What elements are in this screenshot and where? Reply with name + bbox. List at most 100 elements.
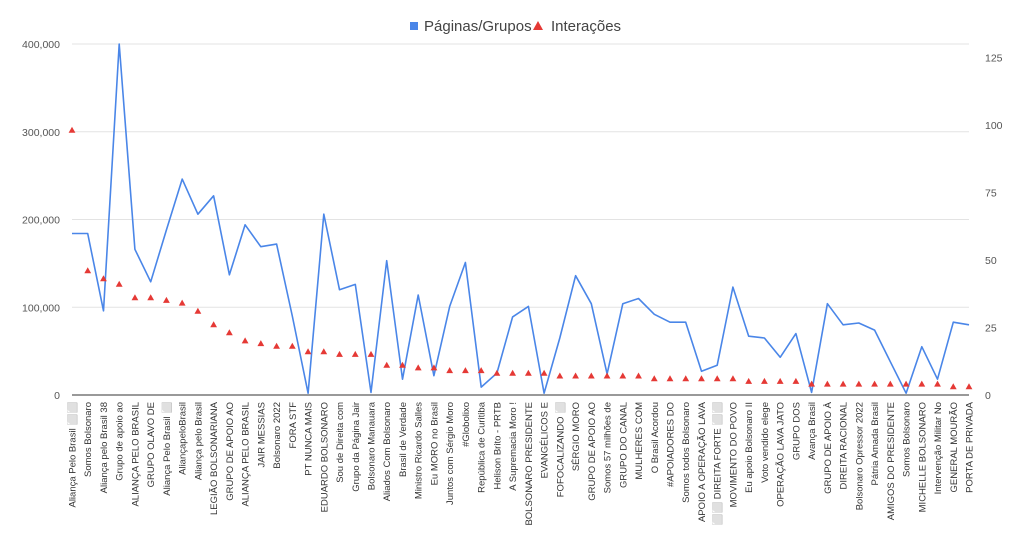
interactions-marker [351,350,359,357]
x-category-label: GRUPO DE APOIO AO [587,402,598,501]
interactions-marker [871,380,878,387]
interactions-marker [68,126,76,133]
pages-groups-line [72,43,970,395]
left-tick-label: 200,000 [22,215,60,227]
interactions-marker [823,380,831,387]
x-category-label: LEGIÃO BOLSONARIANA [209,401,220,515]
interactions-marker [619,372,627,379]
x-category-label: Helison Brito - PRTB [492,402,503,489]
interactions-marker [131,294,139,301]
x-category-label: Eu apoio Bolsonaro II [744,402,755,493]
x-category-label: Aliança Pelo Brasil ⬜ [161,402,173,496]
right-tick-label: 0 [985,390,991,402]
x-category-label: ⬜⬜ DIREITA FORTE ⬜⬜ [712,402,724,526]
right-tick-label: 75 [985,188,997,200]
interactions-marker [729,375,737,382]
x-category-label: Somos todos Bolsonaro [681,402,692,503]
interactions-marker [383,361,391,368]
x-category-label: GENERAL MOURÃO [949,402,960,492]
right-tick-label: 25 [985,323,997,335]
interactions-marker [367,350,375,357]
interactions-marker [965,383,973,390]
x-category-label: Pátria Amada Brasil [870,402,881,485]
interactions-marker [902,380,910,387]
x-category-label: Avança Brasil [807,402,818,460]
x-category-label: Juntos com Sérgio Moro [445,402,456,505]
legend-label-interactions: Interações [551,18,621,35]
interactions-marker [257,340,265,347]
x-category-label: Somos Bolsonaro [902,402,913,477]
legend-swatch-interactions [533,21,543,30]
x-category-label: MULHERES COM [634,402,645,480]
interactions-marker [225,329,233,336]
interactions-marker [635,372,642,379]
interactions-marker [855,380,863,387]
x-category-label: PT NUNCA MAIS [304,402,315,476]
interactions-marker [603,372,611,379]
interactions-marker [100,275,107,282]
interactions-marker [540,369,548,376]
x-category-label: Bolsonaro 2022 [272,402,283,469]
x-category-label: O Brasil Acordou [650,402,661,473]
x-category-label: A Supremacia Moro ! [508,402,519,491]
interactions-marker [650,375,658,382]
left-tick-label: 300,000 [22,127,60,139]
interactions-marker [288,342,296,349]
interactions-marker [808,380,816,387]
interactions-marker [194,307,202,314]
grid-lines [72,43,969,396]
x-category-label: GRUPO DO CANAL [618,402,629,488]
x-category-label: BOLSONARO PRESIDENTE [524,402,535,526]
interactions-marker [698,375,705,382]
interactions-marker [210,321,218,328]
interactions-marker [934,380,941,387]
x-category-label: Grupo de apoio ao [115,402,126,481]
x-category-label: Grupo da Página Jair [351,402,362,492]
x-category-label: FOFOCALIZANDO ⬜ [554,402,566,497]
x-category-label: GRUPO OLAVO DE [146,402,157,487]
legend: Páginas/Grupos Interações [410,18,621,35]
interactions-marker [320,348,328,355]
right-tick-label: 50 [985,255,997,267]
legend-label-pages: Páginas/Grupos [424,18,532,35]
x-category-label: GRUPO DE APOIO AO [225,402,236,501]
x-category-label: JAIR MESSIAS [256,402,267,467]
x-category-label: APOIO A OPERAÇÃO LAVA [697,401,708,522]
x-category-label: AMIGOS DO PRESIDENTE [886,402,897,520]
interactions-marker [792,377,800,384]
interactions-marker [414,364,422,371]
interactions-marker [304,348,312,355]
interactions-marker [446,367,454,374]
left-tick-label: 0 [54,390,60,402]
series-pages-groups [71,43,970,395]
right-tick-label: 100 [985,120,1003,132]
series-interactions [68,126,973,390]
interactions-marker [587,372,595,379]
interactions-marker [115,280,123,287]
interactions-marker [918,380,926,387]
interactions-marker [886,380,894,387]
x-category-label: EDUARDO BOLSONARO [319,402,330,512]
x-category-label: ALIANÇA PELO BRASIL [241,402,252,507]
x-category-label: ALIANÇA PELO BRASIL [130,402,141,507]
interactions-marker [399,361,406,368]
right-axis-ticks: 0 25 50 75 100 125 [985,53,1003,403]
interactions-marker [524,369,532,376]
x-category-label: #Globolixo [461,402,472,447]
interactions-marker [430,364,438,371]
right-tick-label: 125 [985,53,1003,65]
x-axis-labels: Aliança Pelo Brasil ⬜⬜ Somos Bolsonaro Ali… [67,401,976,525]
interactions-marker [241,337,249,344]
x-category-label: MOVIMENTO DO POVO [728,402,739,507]
interactions-marker [949,383,957,390]
interactions-marker [509,369,517,376]
x-category-label: AliançapeloBrasil [178,402,189,475]
x-category-label: PORTA DE PRIVADA [965,401,976,492]
interactions-marker [745,377,753,384]
x-category-label: Somos Bolsonaro [83,402,94,477]
x-category-label: #APOIADORES DO [666,402,677,487]
x-category-label: GRUPO DOS [791,402,802,460]
interactions-marker [336,350,343,357]
x-category-label: Eu MORO no Brasil [429,402,440,485]
interactions-marker [666,375,674,382]
